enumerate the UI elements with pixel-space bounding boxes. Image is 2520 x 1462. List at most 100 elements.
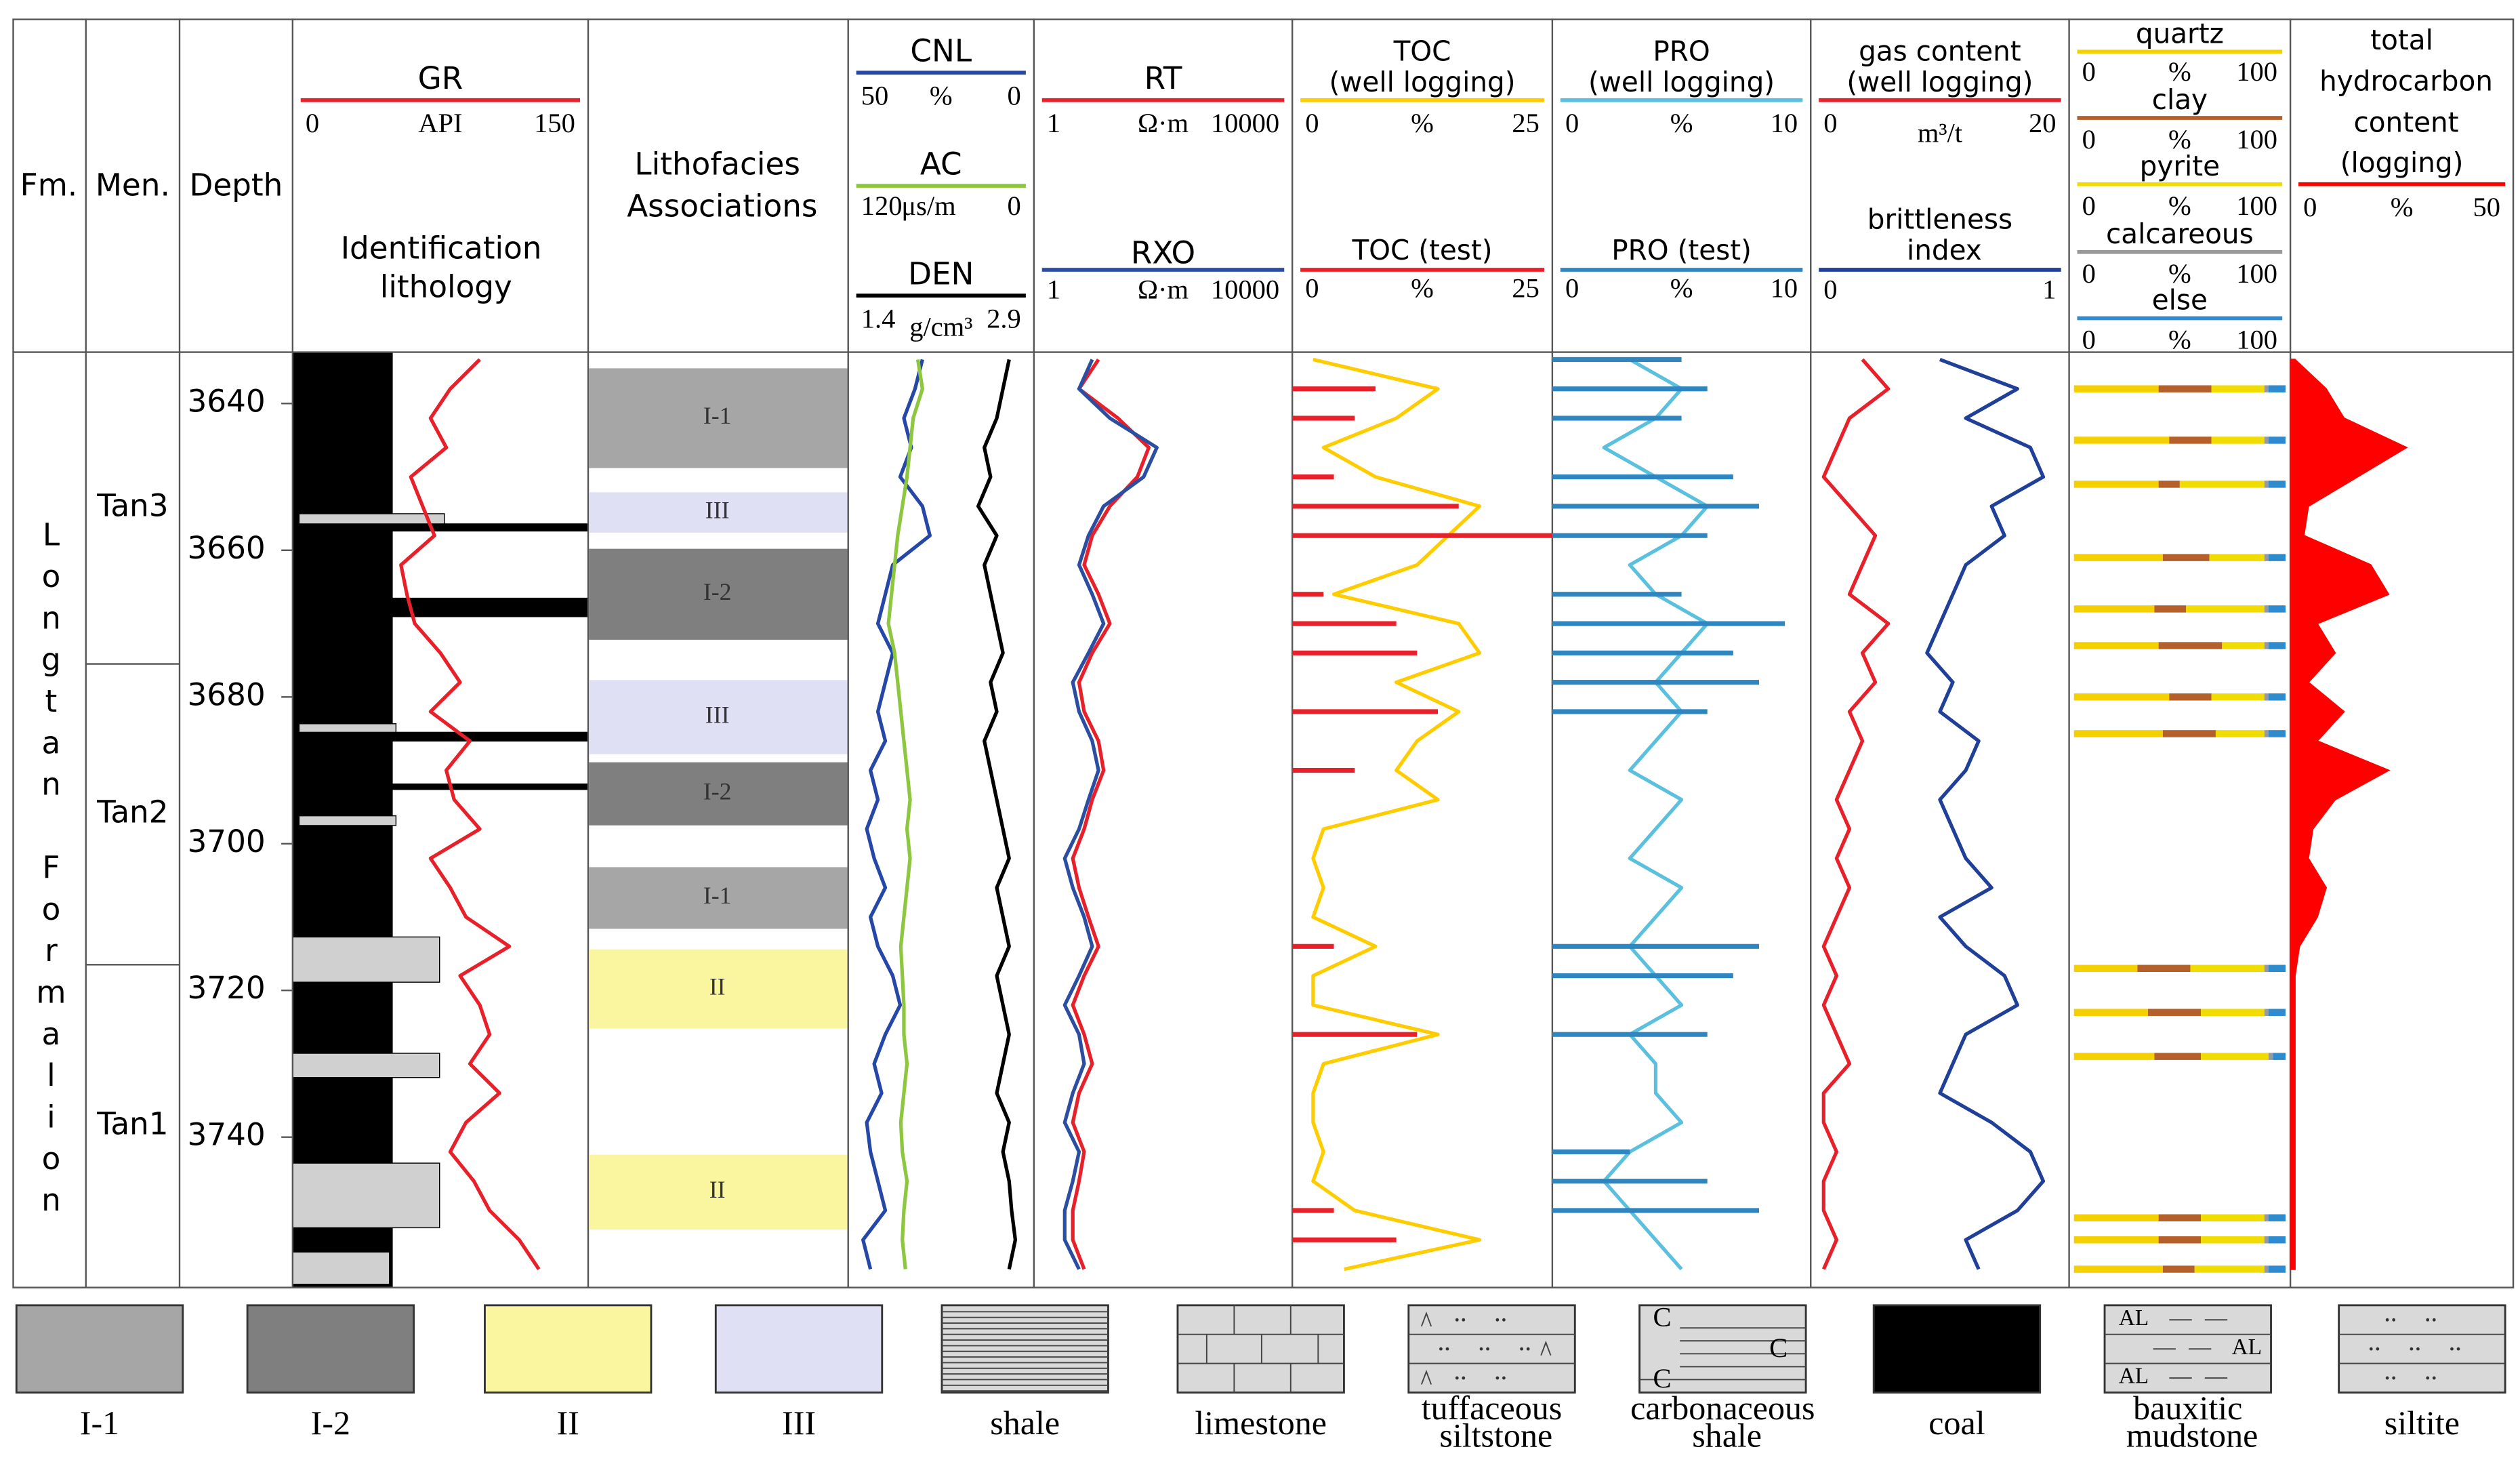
lithofacies-interval [589,867,848,929]
test-bar [1552,1032,1708,1037]
lithofacies-interval [589,492,848,533]
mineral-segment [2264,605,2269,613]
mineral-segment [2268,481,2286,488]
mineral-segment [2264,1009,2269,1016]
legend-symbol: C [1653,1302,1671,1333]
scale-min: 0 [2303,192,2317,222]
legend-dot [1479,1347,1483,1351]
mineral-segment [2268,385,2286,392]
depth-tick-label: 3740 [188,1117,266,1153]
mineral-segment [2194,1265,2265,1273]
legend-dot [1495,1376,1500,1380]
mineral-segment [2154,1053,2202,1060]
scale-max: 100 [2236,56,2277,87]
curve-name: clay [2152,83,2208,116]
legend-swatch [1638,1304,1807,1394]
test-bar [1552,709,1708,714]
test-bar [1552,357,1682,362]
scale-min: 0 [1565,108,1579,138]
test-bar [1552,504,1759,509]
curve-name: RXO [1131,235,1195,271]
test-bar [1552,415,1682,421]
mineral-segment [2179,481,2265,488]
scale-max: 10000 [1211,108,1279,138]
curve-name: pyrite [2140,150,2220,182]
curve-subtitle: (well logging) [1588,66,1775,98]
mineral-segment [2073,385,2159,392]
scale-unit: % [930,81,953,111]
scale-max: 0 [1008,190,1021,221]
lithofacies-label: II [709,973,726,1000]
frame [12,18,2515,1288]
legend-dot [2376,1347,2380,1351]
log-curve [1311,357,1482,1272]
scale-unit: % [2168,124,2191,155]
test-bar [1552,592,1682,597]
column-header: Men. [96,167,170,203]
legend-dot [2432,1318,2436,1322]
curve-name: TOC (test) [1351,234,1492,266]
curve-name: quartz [2136,17,2224,49]
scale-min: 0 [2082,325,2096,355]
scale-min: 1 [1047,275,1060,305]
depth-tick-label: 3700 [188,824,266,859]
scale-max: 2.9 [987,304,1021,334]
test-bar [1292,1237,1397,1242]
legend-dot [1455,1318,1459,1322]
lithology-bed [292,1251,390,1285]
test-bar [1552,943,1759,949]
scale-max: 100 [2236,124,2277,155]
mineral-segment [2073,642,2159,649]
mineral-segment [2073,1214,2159,1222]
scale-min: 0 [2082,56,2096,87]
scale-max: 100 [2236,258,2277,289]
lithofacies-label: III [705,496,730,523]
coal-bed [292,731,588,742]
curve-name: PRO [1653,35,1710,68]
test-bar [1292,767,1355,773]
mineral-segment [2073,436,2170,444]
mineral-segment [2211,436,2265,444]
mineral-segment [2273,1053,2286,1060]
coal-bed [292,597,588,617]
lithofacies-label: I-2 [703,578,732,605]
curve-name: else [2152,284,2208,317]
mineral-segment [2215,730,2265,737]
mineral-segment [2201,1053,2269,1060]
test-bar [1292,1208,1334,1213]
legend-swatch [15,1304,184,1394]
legend-dot [2392,1376,2396,1380]
scale-unit: API [418,108,462,138]
legend-dot [2416,1347,2420,1351]
curve-name: RT [1144,60,1182,96]
scale-unit: % [1670,272,1693,303]
test-bar [1292,621,1397,626]
mineral-segment [2264,1265,2269,1273]
legend-dot [2392,1318,2396,1322]
legend-dot [2426,1318,2430,1322]
mineral-segment [2073,554,2163,561]
test-bar [1552,533,1708,538]
curve-name: PRO (test) [1611,234,1752,266]
scale-unit: % [1411,272,1434,303]
legend-symbol: C [1653,1363,1671,1394]
mineral-segment [2201,1236,2265,1244]
mineral-segment [2268,730,2286,737]
mineral-segment [2162,1265,2195,1273]
mineral-segment [2073,1009,2149,1016]
legend-dot [2385,1376,2389,1380]
legend-pattern [1420,1369,1432,1385]
mineral-segment [2268,964,2286,973]
scale-min: 50 [861,81,889,111]
lithofacies-interval [589,949,848,1029]
lithology-bed [298,815,397,826]
test-bar [1552,650,1733,655]
log-curve [886,359,924,1270]
legend-swatch [246,1304,415,1394]
depth-tick-label: 3680 [188,676,266,712]
mineral-segment [2154,605,2187,613]
scale-unit: % [1411,108,1434,138]
curve-name: TOC [1393,35,1451,68]
scale-min: 0 [306,108,319,138]
scale-max: 25 [1512,108,1540,138]
